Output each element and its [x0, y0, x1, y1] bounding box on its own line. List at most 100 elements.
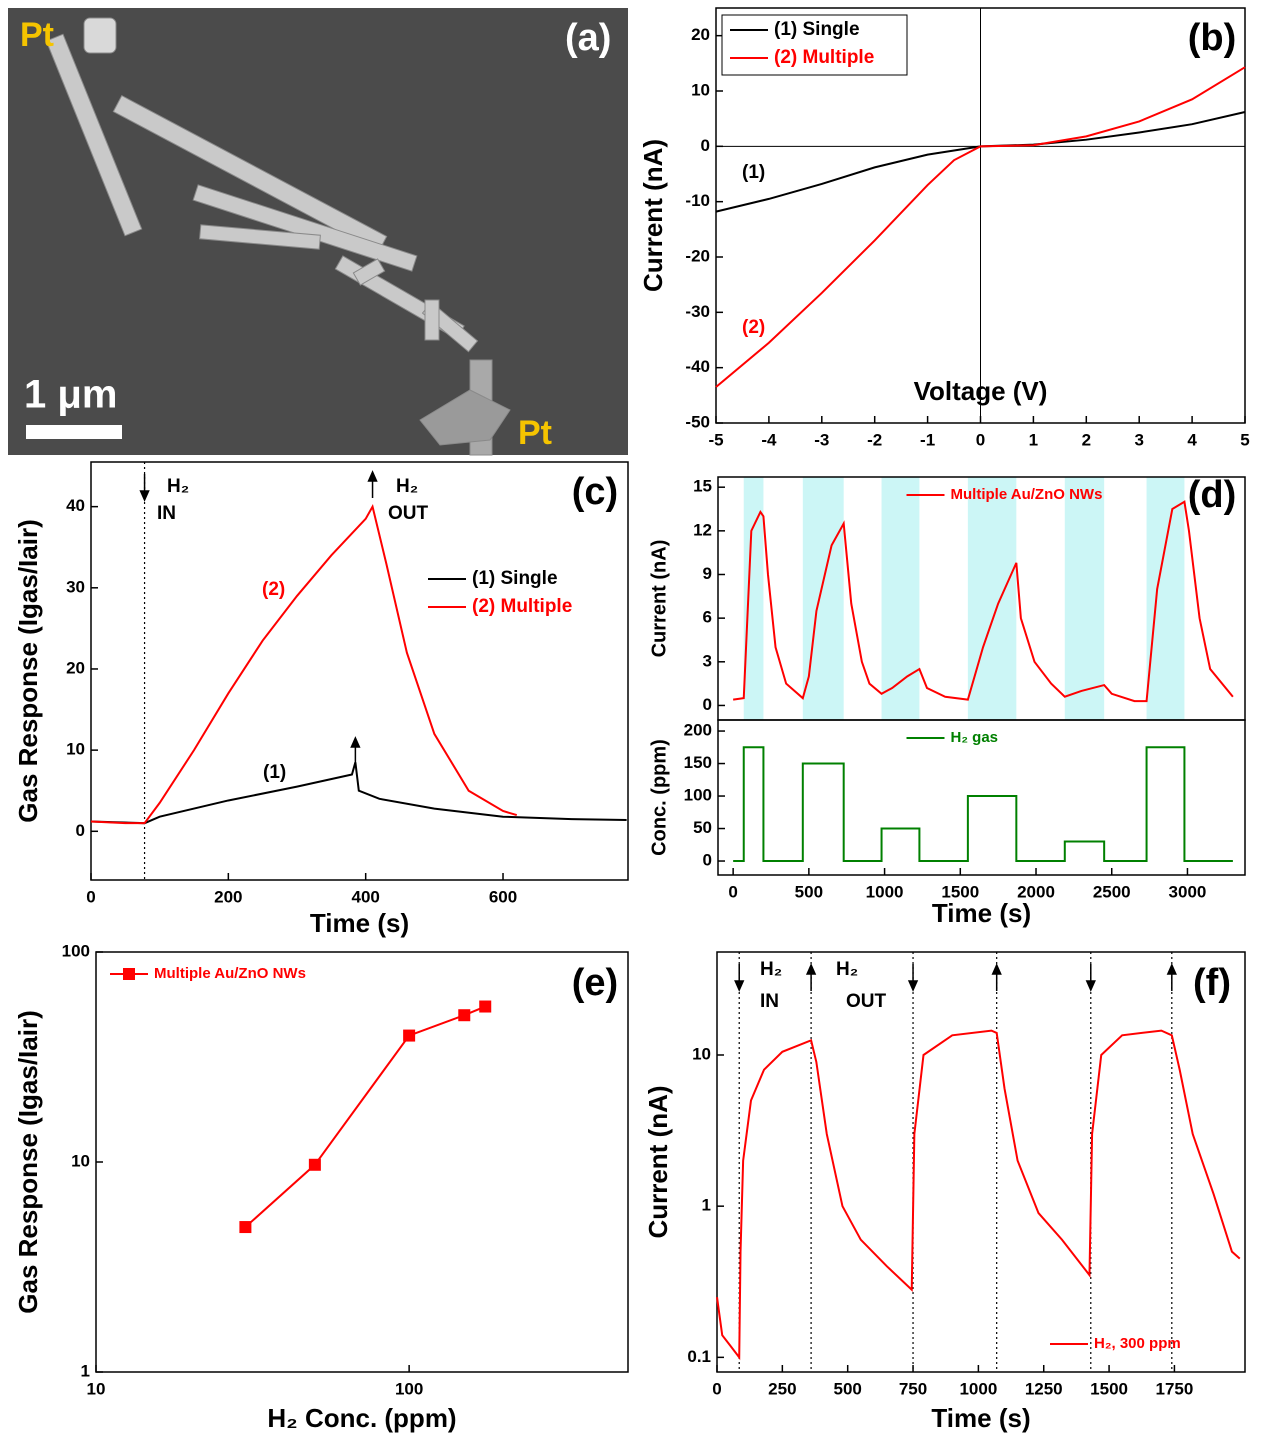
series-line — [244, 1005, 486, 1228]
arrow — [991, 963, 1002, 991]
annotation: (2) — [262, 579, 285, 600]
y-tick-label: 0 — [703, 695, 712, 714]
x-tick-label: 1750 — [1156, 1379, 1194, 1398]
highlight-span — [743, 477, 764, 720]
x-tick-label: 100 — [395, 1379, 423, 1398]
electrode-label: Pt — [20, 16, 54, 54]
annotation: H₂ — [760, 959, 782, 980]
y-tick-label: 150 — [684, 753, 712, 772]
data-point — [458, 1009, 471, 1022]
arrow — [805, 963, 817, 991]
x-axis-label: Voltage (V) — [914, 376, 1048, 406]
arrow — [907, 964, 919, 992]
y-tick-label: 10 — [71, 1151, 90, 1170]
x-tick-label: 3 — [1134, 430, 1143, 449]
y-tick-label: 1 — [702, 1196, 711, 1215]
annotation: OUT — [388, 503, 429, 524]
x-tick-label: -5 — [708, 430, 723, 449]
x-tick-label: 1000 — [959, 1379, 997, 1398]
y-tick-label: 100 — [62, 941, 90, 960]
arrow — [734, 964, 745, 992]
legend-label: (2) Multiple — [472, 596, 572, 617]
y-tick-label: 20 — [66, 658, 85, 677]
legend-label: Multiple Au/ZnO NWs — [951, 486, 1103, 503]
x-tick-label: 1250 — [1025, 1379, 1063, 1398]
y-axis-label: Current (nA) — [643, 1085, 673, 1238]
y-tick-label: 20 — [691, 25, 710, 44]
y-tick-label: 100 — [684, 786, 712, 805]
panel-label: (d) — [1188, 474, 1237, 516]
legend-marker — [123, 968, 135, 980]
y-tick-label: -10 — [685, 191, 710, 210]
x-tick-label: -3 — [814, 430, 829, 449]
x-tick-label: 0 — [86, 887, 95, 906]
highlight-span — [1146, 477, 1185, 720]
y-tick-label: -30 — [685, 302, 710, 321]
data-point — [239, 1221, 252, 1234]
x-tick-label: 2500 — [1093, 882, 1131, 901]
y-tick-label: 0.1 — [687, 1347, 711, 1366]
x-tick-label: 3000 — [1169, 882, 1207, 901]
series-line — [715, 66, 1246, 388]
scale-bar — [26, 425, 122, 439]
x-tick-label: 10 — [87, 1379, 106, 1398]
x-tick-label: 400 — [351, 887, 379, 906]
x-tick-label: 2000 — [1017, 882, 1055, 901]
y-tick-label: 50 — [693, 818, 712, 837]
arrow — [367, 470, 378, 498]
panel-label: (f) — [1193, 962, 1231, 1004]
annotation: H₂ — [167, 476, 189, 497]
arrow — [139, 474, 150, 502]
x-tick-label: 250 — [768, 1379, 796, 1398]
electrode-label: Pt — [518, 414, 552, 452]
y-tick-label: 6 — [703, 608, 712, 627]
x-tick-label: 750 — [899, 1379, 927, 1398]
plot-frame — [90, 461, 629, 881]
highlight-span — [881, 477, 920, 720]
x-tick-label: 0 — [712, 1379, 721, 1398]
panel-label: (e) — [572, 962, 618, 1004]
x-axis-label: H₂ Conc. (ppm) — [267, 1403, 456, 1433]
x-axis-label: Time (s) — [931, 1403, 1030, 1433]
y-tick-label: 3 — [703, 651, 712, 670]
arrow — [350, 736, 361, 764]
x-tick-label: 1500 — [941, 882, 979, 901]
y-tick-label: 10 — [691, 80, 710, 99]
x-tick-label: -2 — [867, 430, 882, 449]
legend-label: Multiple Au/ZnO NWs — [154, 965, 306, 982]
highlight-span — [967, 477, 1017, 720]
y-tick-label: 30 — [66, 577, 85, 596]
annotation: H₂ — [836, 959, 858, 980]
y-axis-label: Gas Response (Igas/Iair) — [13, 519, 43, 822]
highlight-span — [1064, 477, 1105, 720]
y-tick-label: 0 — [703, 851, 712, 870]
data-point — [308, 1158, 321, 1171]
y-tick-label: 0 — [701, 136, 710, 155]
series-line — [716, 1029, 1241, 1361]
scale-bar-label: 1 μm — [24, 373, 117, 417]
x-tick-label: 0 — [976, 430, 985, 449]
y-tick-label: 1 — [81, 1361, 90, 1380]
legend-label: (1) Single — [472, 568, 558, 589]
data-point — [403, 1029, 416, 1042]
x-tick-label: 4 — [1187, 430, 1197, 449]
x-tick-label: 500 — [795, 882, 823, 901]
x-tick-label: 200 — [214, 887, 242, 906]
legend-label: H₂ gas — [951, 729, 999, 746]
y-axis-label: Conc. (ppm) — [648, 739, 670, 856]
sem-panel: Pt Pt 1 μm (a) — [8, 8, 628, 456]
y-tick-label: 9 — [703, 564, 712, 583]
x-tick-label: 600 — [489, 887, 517, 906]
x-axis-label: Time (s) — [310, 908, 409, 938]
data-point — [479, 1000, 492, 1013]
plot-frame — [95, 951, 629, 1373]
panel-label: (b) — [1188, 17, 1237, 59]
y-axis-label: Gas Response (Igas/Iair) — [13, 1010, 43, 1313]
series-line — [733, 500, 1234, 703]
x-tick-label: -4 — [761, 430, 777, 449]
nanowires — [45, 17, 511, 456]
y-tick-label: -20 — [685, 246, 710, 265]
annotation: H₂ — [396, 476, 418, 497]
y-tick-label: -50 — [685, 412, 710, 431]
